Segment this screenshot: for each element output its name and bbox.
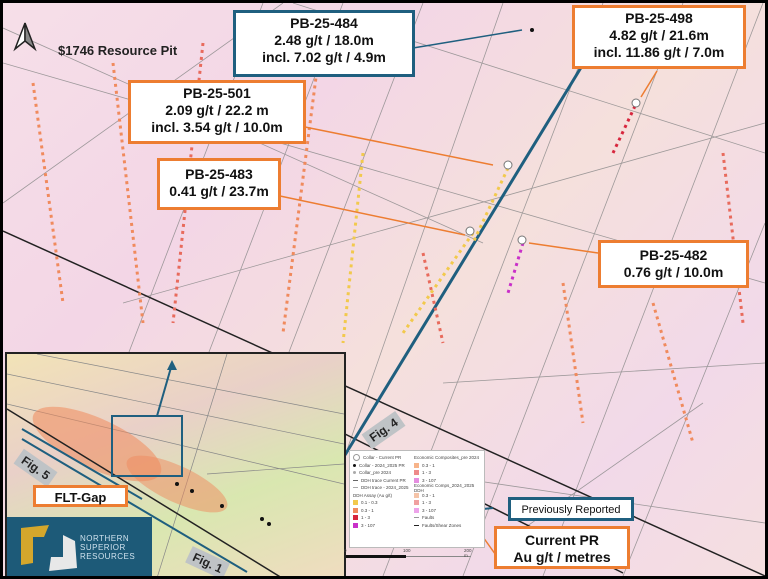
- comp-swatch: [414, 470, 419, 476]
- key-line: Au g/t / metres: [513, 548, 611, 565]
- collar-current-icon: [353, 454, 360, 462]
- intercept: 4.82 g/t / 21.6m: [609, 26, 709, 43]
- logo-text-line: SUPERIOR: [80, 543, 126, 553]
- scale-label: 0: [344, 548, 347, 553]
- logo-mark-icon: [21, 525, 77, 571]
- legend-label: 1 - 3: [422, 500, 432, 506]
- callout-pb-25-482: PB-25-482 0.76 g/t / 10.0m: [598, 240, 749, 288]
- key-line: Current PR: [525, 532, 599, 548]
- hole-id: PB-25-501: [183, 85, 251, 101]
- collar-current-pr: [517, 235, 527, 245]
- flt-gap-label: FLT-Gap: [33, 485, 128, 507]
- comp-swatch: [414, 462, 419, 468]
- scale-bar: 0 100 200 m: [344, 548, 472, 558]
- collar-current-pr: [465, 226, 475, 236]
- legend-heading: DDH Assay (Au g/t): [353, 492, 393, 498]
- trace-icon: [353, 487, 358, 489]
- grade-swatch: [353, 522, 358, 528]
- legend-label: 0.1 - 0.3: [361, 500, 378, 506]
- callout-pb-25-498: PB-25-498 4.82 g/t / 21.6m incl. 11.86 g…: [572, 5, 746, 69]
- callout-pb-25-484: PB-25-484 2.48 g/t / 18.0m incl. 7.02 g/…: [233, 10, 415, 77]
- fault-line: [3, 230, 765, 576]
- leader-498: [640, 70, 658, 98]
- hole-id: PB-25-498: [625, 10, 693, 26]
- logo-text: NORTHERN SUPERIOR RESOURCES: [80, 534, 135, 562]
- legend-label: 1 - 3: [422, 470, 432, 476]
- trace-icon: [353, 479, 358, 481]
- legend-label: 3 - 107: [422, 507, 437, 513]
- hole-id: PB-25-484: [290, 15, 358, 31]
- legend-label: Collar - 2024_2025 PR: [359, 462, 405, 468]
- hole-id: PB-25-483: [185, 166, 253, 182]
- inset-extent-box: [111, 415, 183, 477]
- grade-swatch: [353, 515, 358, 521]
- company-logo: NORTHERN SUPERIOR RESOURCES: [7, 517, 152, 576]
- collar-current-pr: [631, 98, 641, 108]
- legend-label: 1 - 3: [361, 515, 371, 521]
- hole-id: PB-25-482: [639, 247, 708, 263]
- legend-label: DDH trace - 2024_2025: [361, 485, 409, 491]
- resource-pit-label: $1746 Resource Pit: [58, 43, 178, 58]
- collar-2024-icon: [353, 463, 356, 467]
- intercept: 2.09 g/t / 22.2 m: [165, 101, 269, 118]
- intercept-incl: incl. 7.02 g/t / 4.9m: [262, 48, 386, 65]
- intercept-incl: incl. 3.54 g/t / 10.0m: [151, 118, 283, 135]
- comp-swatch: [414, 477, 419, 483]
- legend-heading: Economic Composites_pre 2024: [414, 455, 480, 461]
- leader-501: [304, 126, 494, 166]
- section-line: [343, 60, 587, 456]
- shear-zone-icon: [414, 524, 419, 526]
- logo-text-line: NORTHERN: [80, 534, 130, 543]
- grade-swatch: [353, 507, 358, 513]
- comp-swatch: [414, 507, 419, 513]
- inset-map: Fig. 5 Fig. 1 FLT-Gap NORTHERN SUPERIOR …: [5, 352, 346, 576]
- logo-text-line: RESOURCES: [80, 552, 136, 562]
- north-arrow-icon: [13, 22, 37, 52]
- collar-pre2024-icon: [353, 471, 356, 475]
- scale-label: 100: [403, 548, 411, 553]
- legend-label: 3 - 107: [361, 522, 376, 528]
- legend-label: Faults/Shear Zones: [422, 522, 462, 528]
- intercept-incl: incl. 11.86 g/t / 7.0m: [593, 43, 725, 60]
- collar-current-pr: [503, 160, 513, 170]
- intercept: 0.76 g/t / 10.0m: [623, 263, 724, 280]
- leader-483: [279, 195, 466, 236]
- legend-label: Collar - Current PR: [363, 455, 402, 461]
- legend-current-pr: Current PR Au g/t / metres: [494, 526, 630, 569]
- fault-icon: [414, 517, 419, 519]
- legend-label: 0.3 - 1: [422, 492, 435, 498]
- legend-heading: Economic Comps_2024_2025 DDH: [414, 482, 475, 493]
- grade-swatch: [353, 500, 358, 506]
- legend-label: 0.3 - 1: [361, 507, 374, 513]
- legend-label: 3 - 107: [422, 477, 437, 483]
- legend-label: Faults: [422, 515, 435, 521]
- intercept: 0.41 g/t / 23.7m: [169, 182, 269, 199]
- intercept: 2.48 g/t / 18.0m: [274, 31, 374, 48]
- comp-swatch: [414, 492, 419, 498]
- leader-484: [412, 29, 523, 49]
- map-canvas: $1746 Resource Pit PB-25-484 2.48 g/t / …: [3, 3, 765, 576]
- comp-swatch: [414, 500, 419, 506]
- legend-previously-reported: Previously Reported: [508, 497, 634, 521]
- legend-label: 0.3 - 1: [422, 462, 435, 468]
- collar-previous: [530, 28, 534, 32]
- legend-label: DDH trace Current PR: [361, 477, 406, 483]
- callout-pb-25-501: PB-25-501 2.09 g/t / 22.2 m incl. 3.54 g…: [128, 80, 306, 144]
- map-legend: Collar - Current PR Collar - 2024_2025 P…: [349, 450, 485, 548]
- callout-pb-25-483: PB-25-483 0.41 g/t / 23.7m: [157, 158, 281, 210]
- leader-482: [528, 242, 599, 254]
- inset-background: [7, 354, 344, 576]
- legend-label: Collar_pre 2024: [359, 470, 392, 476]
- scale-label: 200 m: [464, 548, 472, 558]
